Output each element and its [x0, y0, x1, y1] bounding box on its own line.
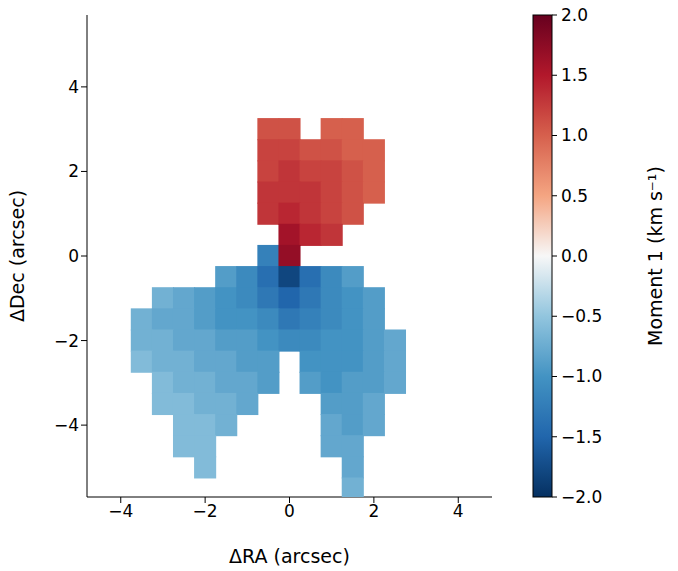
- svg-text:−0.5: −0.5: [561, 306, 602, 326]
- svg-text:0.0: 0.0: [561, 246, 588, 266]
- svg-text:2: 2: [368, 501, 379, 521]
- svg-text:4: 4: [68, 77, 79, 97]
- svg-text:−2: −2: [54, 331, 79, 351]
- svg-text:ΔDec (arcsec): ΔDec (arcsec): [6, 190, 28, 322]
- svg-text:2.0: 2.0: [561, 5, 588, 25]
- svg-text:−4: −4: [54, 415, 79, 435]
- svg-text:−4: −4: [108, 501, 133, 521]
- svg-text:4: 4: [453, 501, 464, 521]
- svg-text:0.5: 0.5: [561, 186, 588, 206]
- svg-text:0: 0: [68, 246, 79, 266]
- svg-text:−2: −2: [193, 501, 218, 521]
- svg-text:ΔRA (arcsec): ΔRA (arcsec): [229, 545, 350, 567]
- svg-text:2: 2: [68, 161, 79, 181]
- svg-text:−1.0: −1.0: [561, 366, 602, 386]
- svg-text:1.0: 1.0: [561, 125, 588, 145]
- svg-text:−1.5: −1.5: [561, 427, 602, 447]
- svg-text:Moment 1 (km s⁻¹): Moment 1 (km s⁻¹): [644, 166, 666, 346]
- svg-text:1.5: 1.5: [561, 65, 588, 85]
- svg-text:−2.0: −2.0: [561, 487, 602, 507]
- svg-text:0: 0: [284, 501, 295, 521]
